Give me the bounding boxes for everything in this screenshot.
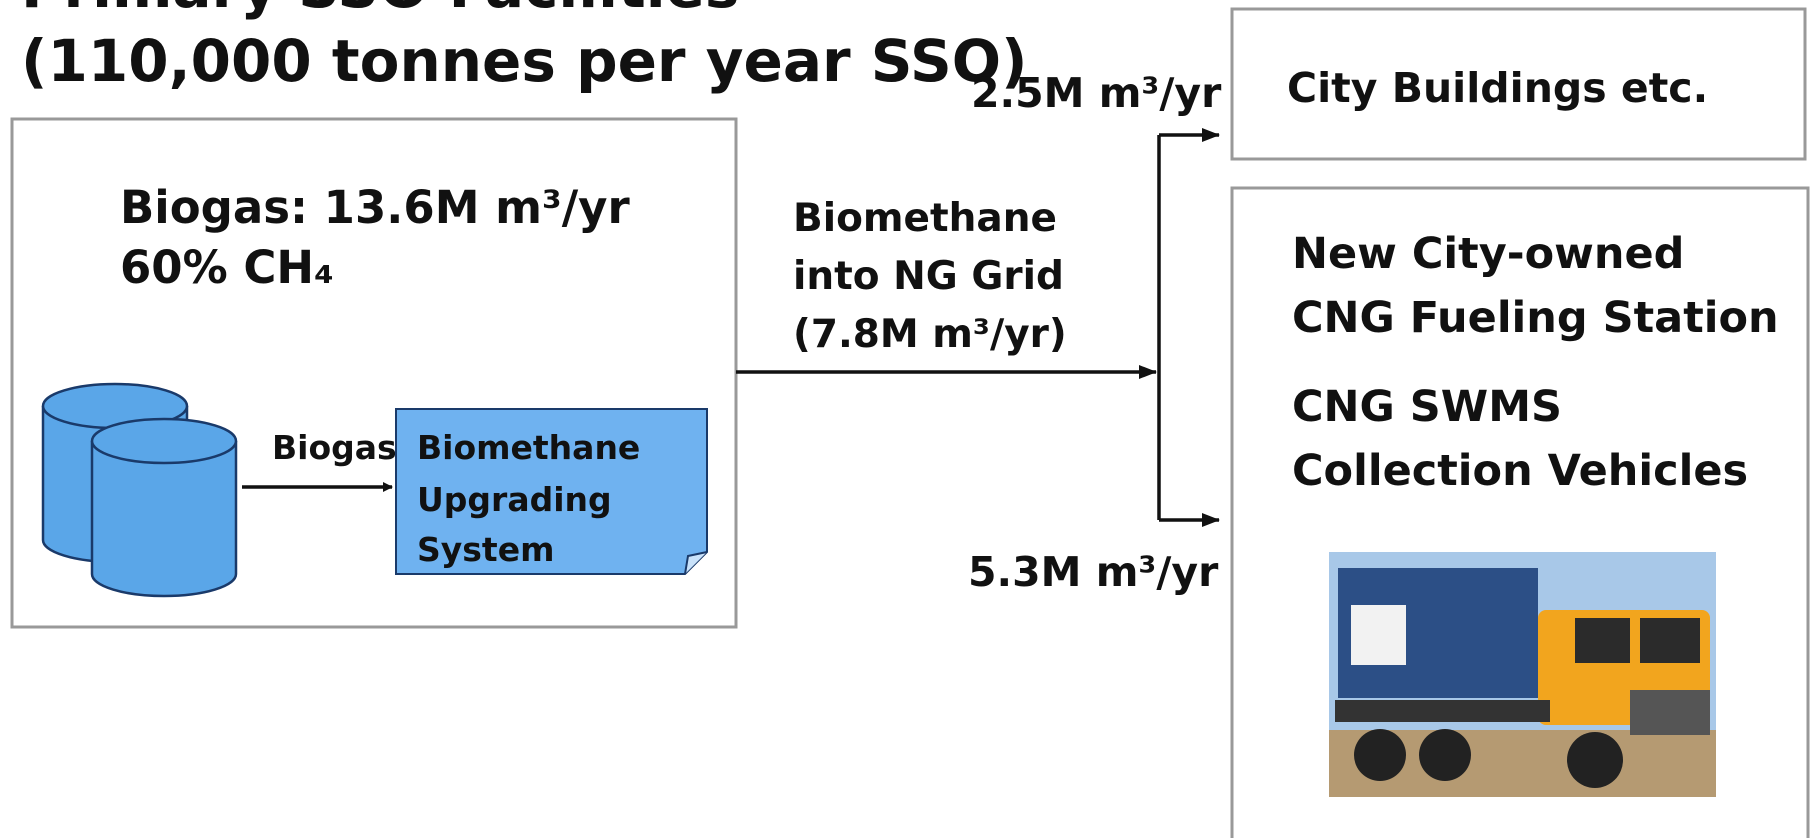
- destination-text: New City-owned: [1292, 229, 1684, 279]
- biogas-info: Biogas: 13.6M m³/yr: [120, 181, 631, 234]
- upgrading-text: System: [417, 530, 554, 569]
- flow-label: (7.8M m³/yr): [793, 312, 1067, 357]
- diagram: Primary SSO Facilities (110,000 tonnes p…: [0, 0, 1812, 838]
- biogas-info: 60% CH₄: [120, 241, 334, 294]
- destination-text: Collection Vehicles: [1292, 446, 1748, 496]
- flow-label: into NG Grid: [793, 254, 1064, 299]
- truck-photo: [1329, 552, 1716, 797]
- title-line: (110,000 tonnes per year SSO): [21, 27, 1028, 95]
- upgrading-text: Biomethane: [417, 428, 640, 467]
- upgrading-text: Upgrading: [417, 480, 612, 519]
- branch-label: 5.3M m³/yr: [968, 548, 1219, 596]
- destination-text: CNG SWMS: [1292, 382, 1562, 432]
- title-line: Primary SSO Facilities: [21, 0, 739, 21]
- flow-label: Biomethane: [793, 196, 1057, 241]
- destination-text: City Buildings etc.: [1287, 64, 1708, 112]
- arrow-label: Biogas: [272, 428, 397, 467]
- branch-label: 2.5M m³/yr: [971, 69, 1222, 117]
- destination-text: CNG Fueling Station: [1292, 293, 1779, 343]
